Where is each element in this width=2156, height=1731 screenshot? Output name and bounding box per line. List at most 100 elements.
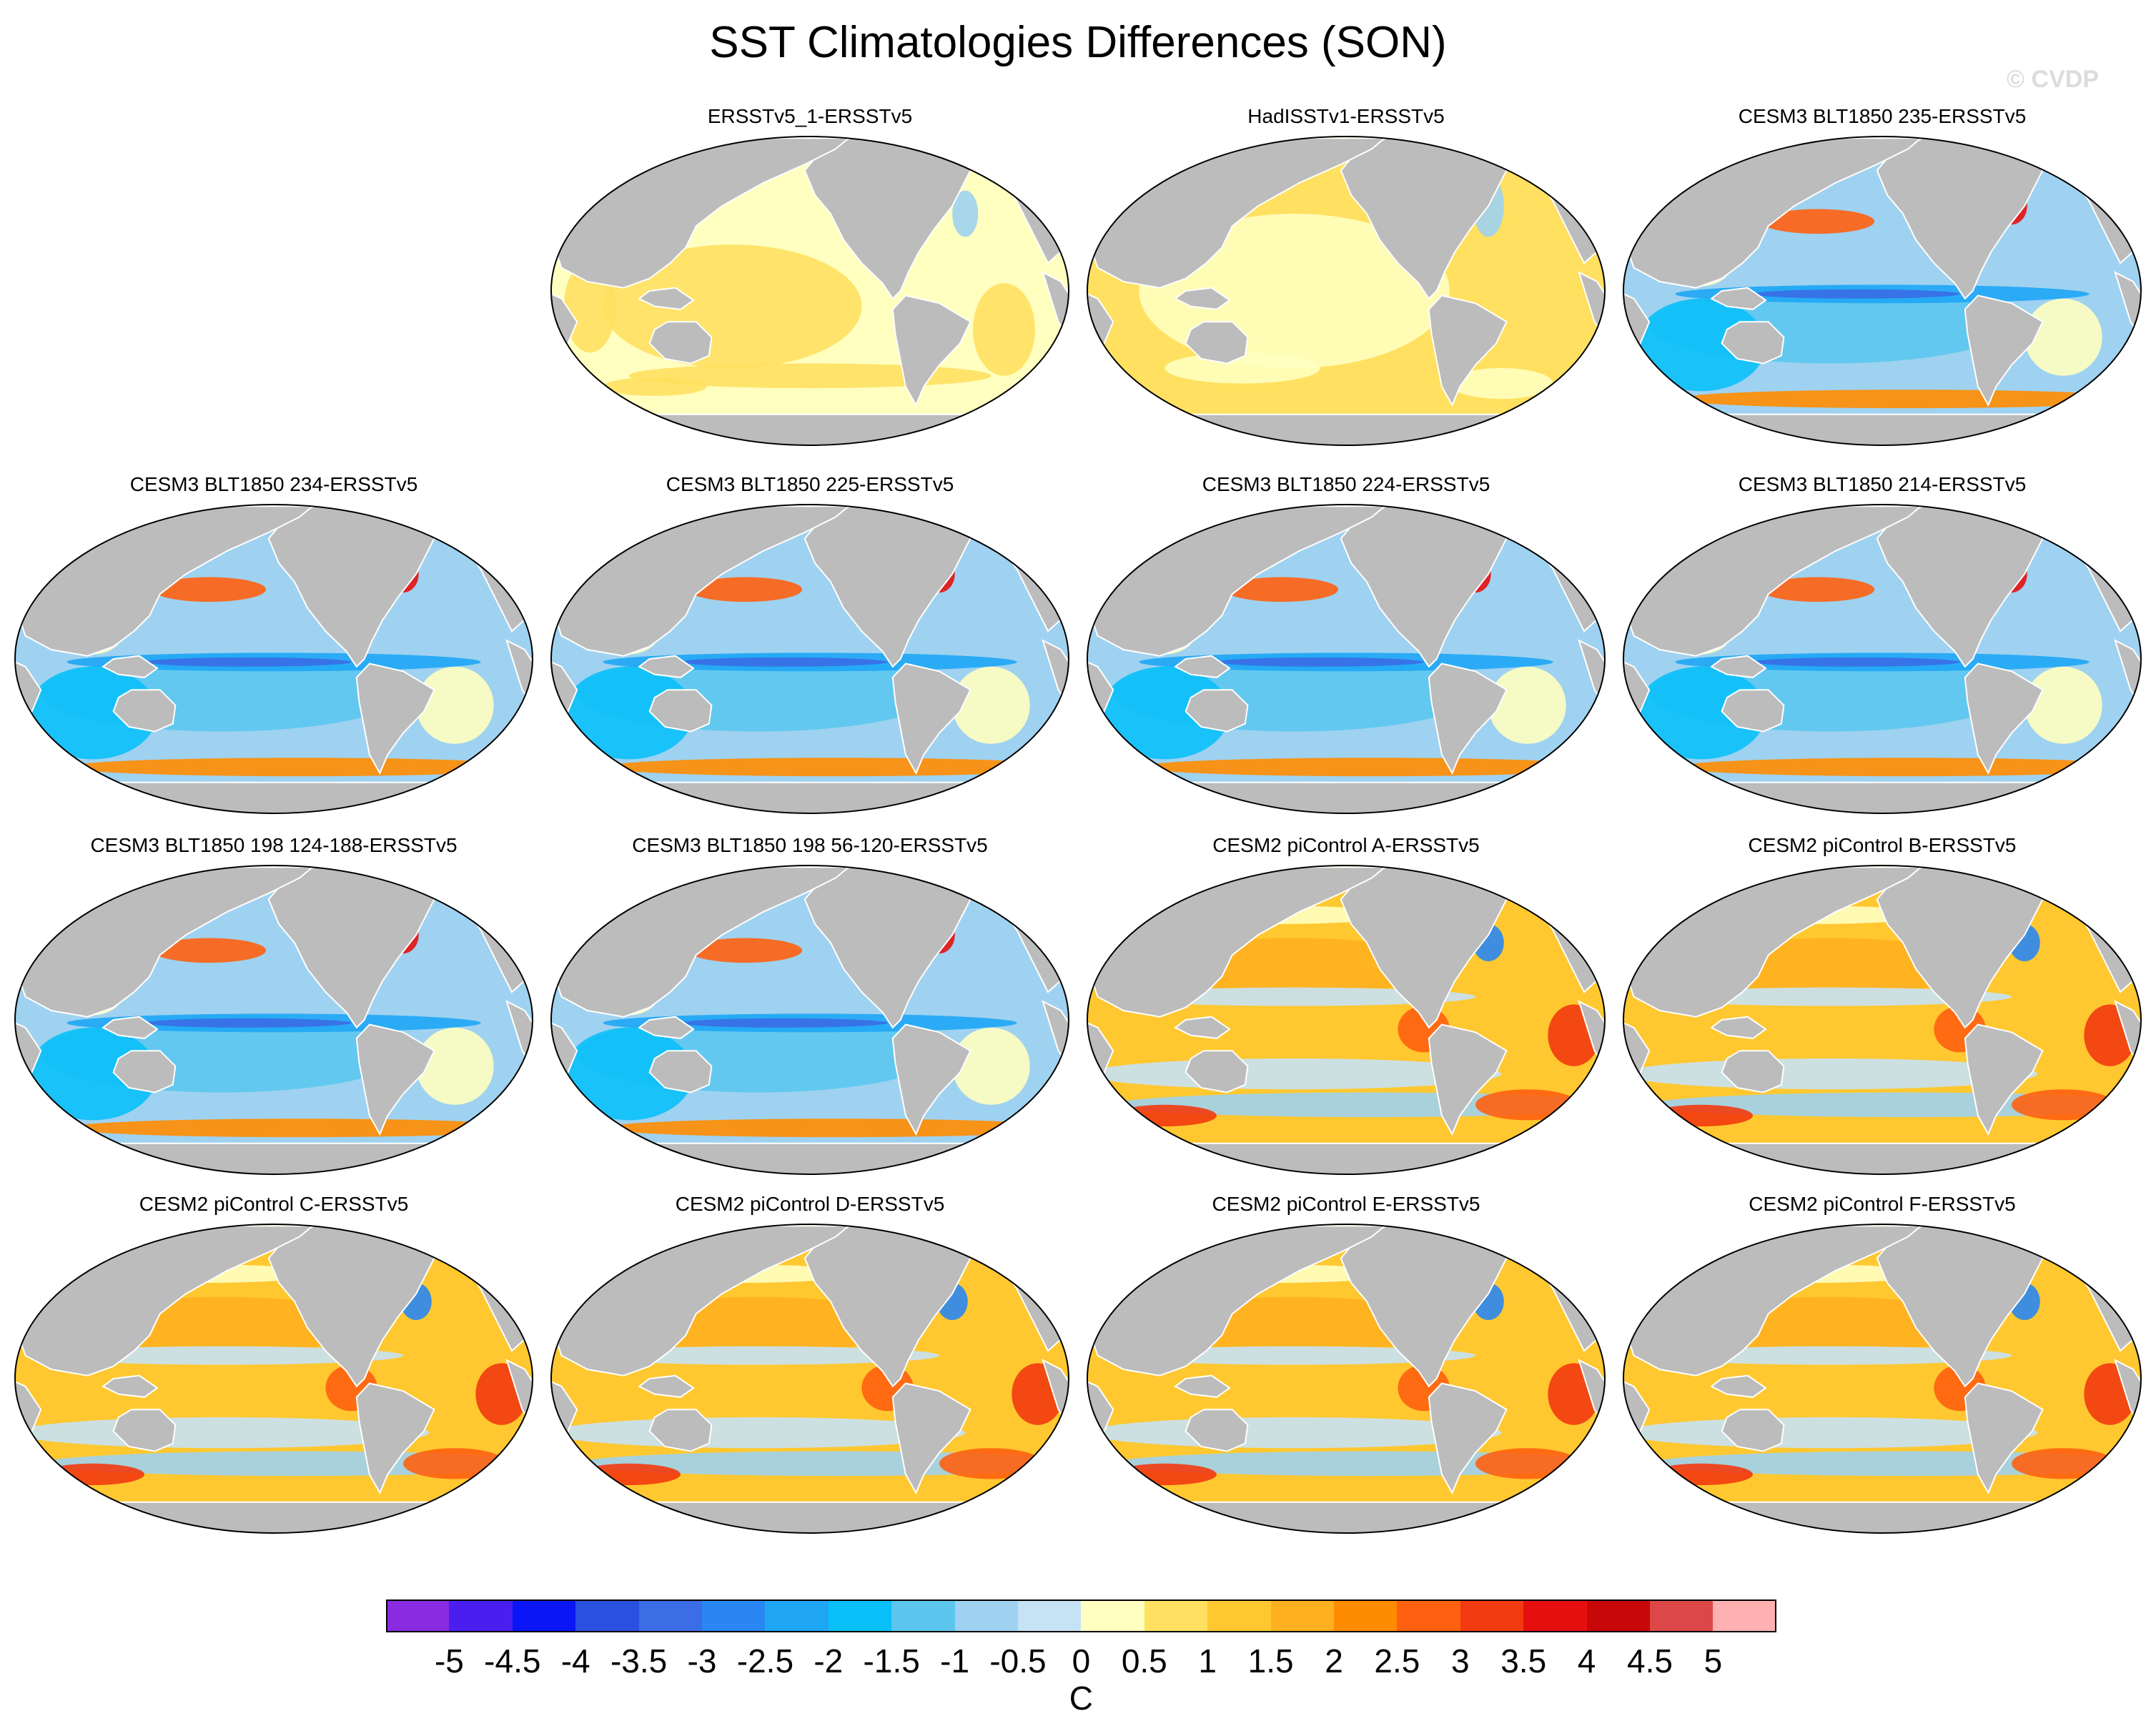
colorbar-tick-label: -4.5 — [484, 1642, 541, 1680]
land-indonesia — [1174, 287, 1231, 310]
land-australia — [648, 689, 713, 733]
panel-title: CESM2 piControl E-ERSSTv5 — [1212, 1193, 1480, 1215]
land-antarctica — [1087, 781, 1605, 813]
panel-title: CESM3 BLT1850 214-ERSSTv5 — [1738, 473, 2027, 495]
colorbar-swatch — [1460, 1599, 1524, 1632]
land-africa-east — [1578, 1000, 1605, 1069]
colorbar-tick-label: -2 — [814, 1642, 844, 1680]
land-indonesia — [638, 287, 695, 310]
sst-anomaly-patch — [952, 190, 979, 237]
sst-anomaly-patch — [1475, 1089, 1579, 1121]
map-outline — [1623, 865, 2142, 1175]
land-australia — [112, 1409, 177, 1452]
colorbar-tick-label: 0 — [1072, 1642, 1091, 1680]
land-south-america — [1964, 663, 2044, 775]
world-map — [14, 504, 533, 814]
sst-anomaly-patch — [144, 657, 352, 667]
sst-anomaly-patch — [416, 666, 494, 744]
land-north-america — [1876, 137, 2044, 300]
colorbar-swatch — [828, 1599, 892, 1632]
cvdp-watermark: © CVDP — [2007, 66, 2099, 93]
panel-title: HadISSTv1-ERSSTv5 — [1247, 105, 1445, 127]
sst-anomaly-patch — [1139, 758, 1605, 777]
map-panel: CESM2 piControl E-ERSSTv5 — [1078, 1191, 1614, 1549]
land-indonesia — [638, 655, 695, 678]
panel-title: CESM2 piControl F-ERSSTv5 — [1749, 1193, 2016, 1215]
sst-anomaly-patch — [688, 938, 803, 963]
map-outline — [550, 1224, 1069, 1534]
land-australia — [1721, 1409, 1785, 1452]
land-south-america — [1964, 1382, 2044, 1495]
land-antarctica — [551, 781, 1069, 813]
land-indonesia — [1174, 655, 1231, 678]
land-australia — [648, 1050, 713, 1093]
land-indonesia — [638, 1374, 695, 1398]
sst-anomaly-patch — [628, 363, 992, 389]
colorbar-tick-label: 2 — [1325, 1642, 1343, 1680]
world-map — [1087, 865, 1606, 1175]
map-outline — [14, 865, 533, 1175]
land-antarctica — [551, 1142, 1069, 1174]
colorbar-swatch — [1397, 1599, 1461, 1632]
sst-anomaly-patch — [152, 938, 267, 963]
land-africa-east — [1042, 1000, 1069, 1069]
land-indonesia — [1710, 655, 1767, 678]
sst-anomaly-patch — [1217, 657, 1424, 667]
land-africa-east — [1042, 271, 1069, 340]
colorbar-tick-label: 4.5 — [1627, 1642, 1673, 1680]
land-north-america — [803, 505, 971, 668]
map-panel: CESM2 piControl C-ERSSTv5 — [6, 1191, 542, 1549]
map-outline — [1087, 136, 1606, 446]
colorbar-unit-label: C — [1069, 1680, 1094, 1717]
sst-anomaly-patch — [1760, 209, 1875, 234]
land-south-america — [355, 663, 435, 775]
map-panel: HadISSTv1-ERSSTv5 — [1078, 104, 1614, 461]
panel-title: CESM2 piControl B-ERSSTv5 — [1748, 834, 2017, 856]
sst-anomaly-patch — [41, 1463, 144, 1486]
land-south-america — [1428, 1023, 1508, 1136]
map-panel: CESM2 piControl D-ERSSTv5 — [542, 1191, 1078, 1549]
map-panel: CESM3 BLT1850 234-ERSSTv5 — [6, 472, 542, 829]
land-antarctica — [1087, 413, 1605, 445]
colorbar-swatch — [1523, 1599, 1588, 1632]
panel-title: CESM3 BLT1850 234-ERSSTv5 — [129, 473, 418, 495]
land-north-america — [267, 866, 435, 1029]
map-panel: CESM2 piControl F-ERSSTv5 — [1614, 1191, 2150, 1549]
land-antarctica — [15, 781, 533, 813]
sst-anomaly-patch — [2012, 1089, 2115, 1121]
colorbar-swatch — [1081, 1599, 1145, 1632]
sst-anomaly-patch — [416, 1027, 494, 1105]
map-panel: CESM3 BLT1850 214-ERSSTv5 — [1614, 472, 2150, 829]
sst-anomaly-patch — [403, 1448, 507, 1479]
land-north-america — [803, 1225, 971, 1388]
colorbar-tick-label: 1 — [1198, 1642, 1217, 1680]
colorbar-swatch — [765, 1599, 829, 1632]
colorbar-frame — [386, 1599, 1776, 1632]
sst-anomaly-patch — [66, 758, 533, 777]
land-south-america — [1964, 294, 2044, 407]
sst-anomaly-patch — [1649, 1104, 1753, 1127]
map-outline — [1087, 1224, 1606, 1534]
colorbar-tick-label: 0.5 — [1121, 1642, 1167, 1680]
colorbar-swatch — [954, 1599, 1019, 1632]
sst-anomaly-patch — [1113, 1463, 1217, 1486]
sst-anomaly-patch — [1164, 352, 1320, 384]
land-north-america — [1876, 866, 2044, 1029]
colorbar-swatch — [449, 1599, 513, 1632]
map-panel: CESM3 BLT1850 224-ERSSTv5 — [1078, 472, 1614, 829]
sst-anomaly-patch — [564, 666, 694, 760]
land-indonesia — [1710, 1016, 1767, 1039]
world-map — [14, 865, 533, 1175]
land-australia — [1185, 689, 1249, 733]
land-south-america — [891, 663, 971, 775]
map-outline — [550, 865, 1069, 1175]
sst-anomaly-patch — [1636, 298, 1766, 392]
colorbar-swatch — [1650, 1599, 1714, 1632]
colorbar-swatch — [1018, 1599, 1082, 1632]
sst-anomaly-patch — [681, 1018, 888, 1028]
land-australia — [1721, 321, 1785, 364]
colorbar-swatch — [891, 1599, 956, 1632]
sst-anomaly-patch — [1649, 1463, 1753, 1486]
map-panel: CESM3 BLT1850 235-ERSSTv5 — [1614, 104, 2150, 461]
colorbar-tick-label: -4 — [560, 1642, 590, 1680]
